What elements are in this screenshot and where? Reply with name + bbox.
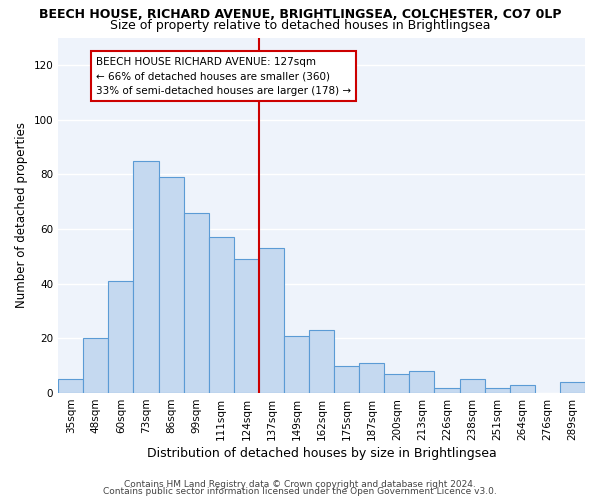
Bar [83, 338, 109, 393]
Bar [109, 281, 133, 393]
Y-axis label: Number of detached properties: Number of detached properties [15, 122, 28, 308]
Text: BEECH HOUSE RICHARD AVENUE: 127sqm
← 66% of detached houses are smaller (360)
33: BEECH HOUSE RICHARD AVENUE: 127sqm ← 66%… [96, 56, 351, 96]
Text: Contains HM Land Registry data © Crown copyright and database right 2024.: Contains HM Land Registry data © Crown c… [124, 480, 476, 489]
Bar [434, 388, 460, 393]
Bar [184, 212, 209, 393]
Bar [460, 380, 485, 393]
Bar [158, 177, 184, 393]
Bar [385, 374, 409, 393]
Text: BEECH HOUSE, RICHARD AVENUE, BRIGHTLINGSEA, COLCHESTER, CO7 0LP: BEECH HOUSE, RICHARD AVENUE, BRIGHTLINGS… [39, 8, 561, 20]
Text: Size of property relative to detached houses in Brightlingsea: Size of property relative to detached ho… [110, 19, 490, 32]
Bar [560, 382, 585, 393]
Bar [359, 363, 385, 393]
Bar [209, 237, 234, 393]
Bar [259, 248, 284, 393]
Bar [485, 388, 510, 393]
X-axis label: Distribution of detached houses by size in Brightlingsea: Distribution of detached houses by size … [147, 447, 496, 460]
Bar [510, 385, 535, 393]
Bar [409, 371, 434, 393]
Bar [234, 259, 259, 393]
Text: Contains public sector information licensed under the Open Government Licence v3: Contains public sector information licen… [103, 487, 497, 496]
Bar [309, 330, 334, 393]
Bar [133, 160, 158, 393]
Bar [284, 336, 309, 393]
Bar [58, 380, 83, 393]
Bar [334, 366, 359, 393]
